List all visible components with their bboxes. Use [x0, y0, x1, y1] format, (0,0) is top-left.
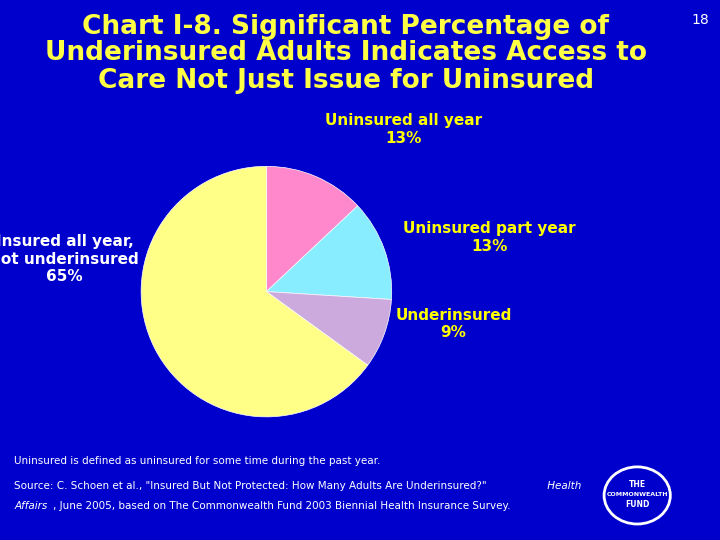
Text: , June 2005, based on The Commonwealth Fund 2003 Biennial Health Insurance Surve: , June 2005, based on The Commonwealth F…	[53, 501, 510, 511]
Text: Uninsured is defined as uninsured for some time during the past year.: Uninsured is defined as uninsured for so…	[14, 456, 381, 467]
Text: THE: THE	[629, 480, 646, 489]
Text: Affairs: Affairs	[14, 501, 48, 511]
Text: COMMONWEALTH: COMMONWEALTH	[606, 492, 668, 497]
Text: FUND: FUND	[625, 500, 649, 509]
Text: Care Not Just Issue for Uninsured: Care Not Just Issue for Uninsured	[97, 68, 594, 93]
Text: Underinsured Adults Indicates Access to: Underinsured Adults Indicates Access to	[45, 40, 647, 66]
Text: Chart I-8. Significant Percentage of: Chart I-8. Significant Percentage of	[82, 14, 609, 39]
Wedge shape	[141, 166, 368, 417]
Text: Uninsured all year
13%: Uninsured all year 13%	[325, 113, 482, 146]
Text: Insured all year,
not underinsured
65%: Insured all year, not underinsured 65%	[0, 234, 139, 284]
Text: Underinsured
9%: Underinsured 9%	[395, 308, 512, 340]
Text: Source: C. Schoen et al., "Insured But Not Protected: How Many Adults Are Underi: Source: C. Schoen et al., "Insured But N…	[14, 481, 487, 491]
Text: Uninsured part year
13%: Uninsured part year 13%	[403, 221, 576, 254]
Text: 18: 18	[691, 14, 709, 28]
Wedge shape	[266, 206, 392, 300]
Text: Health: Health	[544, 481, 582, 491]
Wedge shape	[266, 292, 392, 365]
Wedge shape	[266, 166, 358, 292]
